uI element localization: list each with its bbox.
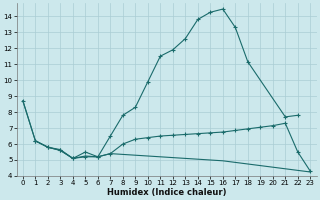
X-axis label: Humidex (Indice chaleur): Humidex (Indice chaleur) bbox=[107, 188, 226, 197]
